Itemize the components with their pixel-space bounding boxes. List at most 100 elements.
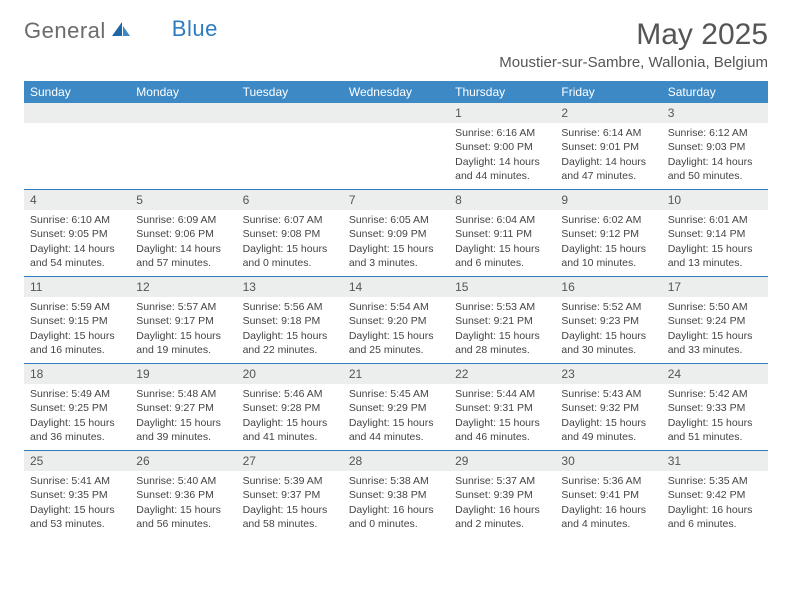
calendar-week: 4Sunrise: 6:10 AMSunset: 9:05 PMDaylight…: [24, 190, 768, 277]
sunset-text: Sunset: 9:17 PM: [136, 314, 230, 328]
calendar-week: 25Sunrise: 5:41 AMSunset: 9:35 PMDayligh…: [24, 451, 768, 537]
sunset-text: Sunset: 9:39 PM: [455, 488, 549, 502]
daylight-text-1: Daylight: 15 hours: [349, 329, 443, 343]
daylight-text-2: and 36 minutes.: [30, 430, 124, 444]
daylight-text-1: Daylight: 14 hours: [30, 242, 124, 256]
sunrise-text: Sunrise: 6:01 AM: [668, 213, 762, 227]
daylight-text-1: Daylight: 15 hours: [561, 329, 655, 343]
sunset-text: Sunset: 9:35 PM: [30, 488, 124, 502]
daylight-text-2: and 49 minutes.: [561, 430, 655, 444]
day-number: 7: [343, 190, 449, 210]
sunset-text: Sunset: 9:42 PM: [668, 488, 762, 502]
day-number: 11: [24, 277, 130, 297]
month-title: May 2025: [499, 18, 768, 52]
calendar-day: 12Sunrise: 5:57 AMSunset: 9:17 PMDayligh…: [130, 277, 236, 363]
daylight-text-1: Daylight: 14 hours: [561, 155, 655, 169]
daylight-text-2: and 33 minutes.: [668, 343, 762, 357]
day-body: Sunrise: 5:56 AMSunset: 9:18 PMDaylight:…: [237, 297, 343, 363]
daylight-text-2: and 58 minutes.: [243, 517, 337, 531]
daylight-text-2: and 28 minutes.: [455, 343, 549, 357]
daylight-text-1: Daylight: 15 hours: [455, 329, 549, 343]
daylight-text-2: and 6 minutes.: [455, 256, 549, 270]
sunrise-text: Sunrise: 5:46 AM: [243, 387, 337, 401]
sunset-text: Sunset: 9:41 PM: [561, 488, 655, 502]
day-number: 27: [237, 451, 343, 471]
weekday-header: Friday: [555, 81, 661, 103]
day-number: 10: [662, 190, 768, 210]
day-body: Sunrise: 5:44 AMSunset: 9:31 PMDaylight:…: [449, 384, 555, 450]
daylight-text-2: and 6 minutes.: [668, 517, 762, 531]
daylight-text-1: Daylight: 14 hours: [455, 155, 549, 169]
day-number: 20: [237, 364, 343, 384]
calendar-day: 30Sunrise: 5:36 AMSunset: 9:41 PMDayligh…: [555, 451, 661, 537]
day-body: Sunrise: 5:42 AMSunset: 9:33 PMDaylight:…: [662, 384, 768, 450]
day-number: 6: [237, 190, 343, 210]
calendar-day: 13Sunrise: 5:56 AMSunset: 9:18 PMDayligh…: [237, 277, 343, 363]
weekday-header: Saturday: [662, 81, 768, 103]
day-number: 22: [449, 364, 555, 384]
day-body: Sunrise: 6:05 AMSunset: 9:09 PMDaylight:…: [343, 210, 449, 276]
sunrise-text: Sunrise: 5:35 AM: [668, 474, 762, 488]
daylight-text-2: and 10 minutes.: [561, 256, 655, 270]
day-number: [24, 103, 130, 123]
sunrise-text: Sunrise: 6:04 AM: [455, 213, 549, 227]
calendar-day: 23Sunrise: 5:43 AMSunset: 9:32 PMDayligh…: [555, 364, 661, 450]
sunrise-text: Sunrise: 6:02 AM: [561, 213, 655, 227]
sunrise-text: Sunrise: 6:14 AM: [561, 126, 655, 140]
sunset-text: Sunset: 9:32 PM: [561, 401, 655, 415]
sunrise-text: Sunrise: 5:37 AM: [455, 474, 549, 488]
page-header: General Blue May 2025 Moustier-sur-Sambr…: [24, 18, 768, 71]
day-body: Sunrise: 5:50 AMSunset: 9:24 PMDaylight:…: [662, 297, 768, 363]
daylight-text-2: and 2 minutes.: [455, 517, 549, 531]
daylight-text-1: Daylight: 15 hours: [30, 329, 124, 343]
sunset-text: Sunset: 9:28 PM: [243, 401, 337, 415]
day-body: Sunrise: 6:09 AMSunset: 9:06 PMDaylight:…: [130, 210, 236, 276]
sunset-text: Sunset: 9:03 PM: [668, 140, 762, 154]
daylight-text-2: and 53 minutes.: [30, 517, 124, 531]
sunset-text: Sunset: 9:25 PM: [30, 401, 124, 415]
day-body: Sunrise: 5:52 AMSunset: 9:23 PMDaylight:…: [555, 297, 661, 363]
day-number: 9: [555, 190, 661, 210]
calendar-week: 11Sunrise: 5:59 AMSunset: 9:15 PMDayligh…: [24, 277, 768, 364]
day-body: [130, 123, 236, 132]
calendar-day: 10Sunrise: 6:01 AMSunset: 9:14 PMDayligh…: [662, 190, 768, 276]
weekday-header: Sunday: [24, 81, 130, 103]
calendar-day: 14Sunrise: 5:54 AMSunset: 9:20 PMDayligh…: [343, 277, 449, 363]
day-body: Sunrise: 5:53 AMSunset: 9:21 PMDaylight:…: [449, 297, 555, 363]
day-number: 8: [449, 190, 555, 210]
day-body: Sunrise: 6:16 AMSunset: 9:00 PMDaylight:…: [449, 123, 555, 189]
brand-part2: Blue: [172, 16, 218, 42]
day-number: 31: [662, 451, 768, 471]
daylight-text-2: and 19 minutes.: [136, 343, 230, 357]
day-body: [24, 123, 130, 132]
daylight-text-1: Daylight: 15 hours: [455, 242, 549, 256]
daylight-text-1: Daylight: 15 hours: [30, 503, 124, 517]
day-body: Sunrise: 5:57 AMSunset: 9:17 PMDaylight:…: [130, 297, 236, 363]
day-body: Sunrise: 5:37 AMSunset: 9:39 PMDaylight:…: [449, 471, 555, 537]
sunset-text: Sunset: 9:09 PM: [349, 227, 443, 241]
calendar-day: 29Sunrise: 5:37 AMSunset: 9:39 PMDayligh…: [449, 451, 555, 537]
calendar-day: 26Sunrise: 5:40 AMSunset: 9:36 PMDayligh…: [130, 451, 236, 537]
sunset-text: Sunset: 9:06 PM: [136, 227, 230, 241]
title-block: May 2025 Moustier-sur-Sambre, Wallonia, …: [499, 18, 768, 71]
sunrise-text: Sunrise: 5:38 AM: [349, 474, 443, 488]
day-body: Sunrise: 6:01 AMSunset: 9:14 PMDaylight:…: [662, 210, 768, 276]
calendar-day: 15Sunrise: 5:53 AMSunset: 9:21 PMDayligh…: [449, 277, 555, 363]
daylight-text-2: and 0 minutes.: [243, 256, 337, 270]
daylight-text-2: and 13 minutes.: [668, 256, 762, 270]
sunrise-text: Sunrise: 5:48 AM: [136, 387, 230, 401]
sunset-text: Sunset: 9:37 PM: [243, 488, 337, 502]
sunset-text: Sunset: 9:38 PM: [349, 488, 443, 502]
weekday-header: Tuesday: [237, 81, 343, 103]
day-number: 12: [130, 277, 236, 297]
day-body: [237, 123, 343, 132]
daylight-text-2: and 51 minutes.: [668, 430, 762, 444]
day-body: Sunrise: 5:35 AMSunset: 9:42 PMDaylight:…: [662, 471, 768, 537]
daylight-text-2: and 25 minutes.: [349, 343, 443, 357]
day-body: Sunrise: 6:02 AMSunset: 9:12 PMDaylight:…: [555, 210, 661, 276]
daylight-text-2: and 3 minutes.: [349, 256, 443, 270]
day-number: [130, 103, 236, 123]
sunrise-text: Sunrise: 5:54 AM: [349, 300, 443, 314]
calendar-day: 4Sunrise: 6:10 AMSunset: 9:05 PMDaylight…: [24, 190, 130, 276]
sunrise-text: Sunrise: 5:52 AM: [561, 300, 655, 314]
